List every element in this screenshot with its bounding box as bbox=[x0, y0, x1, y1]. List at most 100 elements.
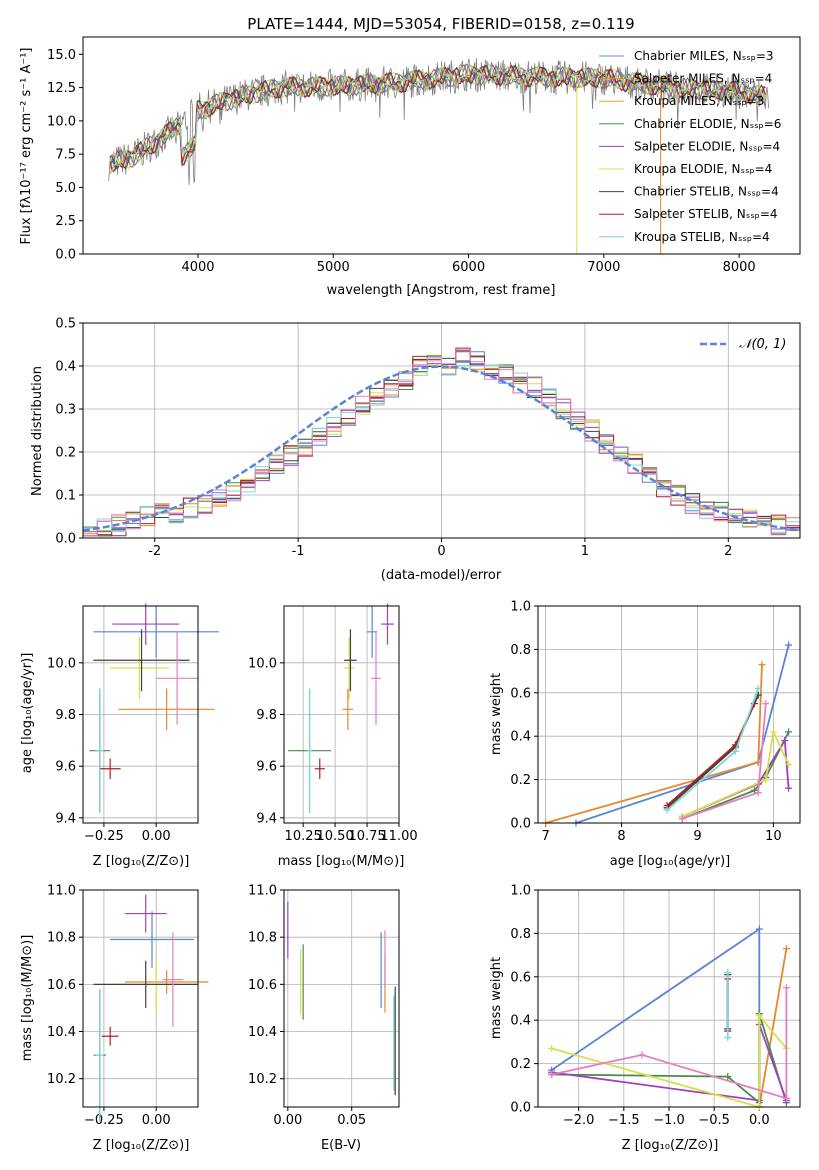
massweight-vs-metallicity-panel: −2.0 −1.5 −1.0 −0.5 0.0 0.0 0.2 0.4 0.6 0.8 1.0 bbox=[510, 884, 801, 1128]
y-tick-label: 15.0 bbox=[47, 48, 76, 63]
mass-weight-marker bbox=[785, 760, 793, 768]
x-tick-label: −0.25 bbox=[84, 1113, 124, 1128]
x-tick-label: 6000 bbox=[452, 260, 485, 275]
histogram-step-line bbox=[82, 349, 800, 538]
histogram-legend: 𝒩(0, 1) bbox=[700, 337, 786, 352]
y-tick-label: 0.8 bbox=[510, 927, 531, 942]
spectrum-title: PLATE=1444, MJD=53054, FIBERID=0158, z=0… bbox=[247, 15, 634, 33]
axes-frame bbox=[82, 322, 801, 539]
y-tick-label: 10.8 bbox=[248, 931, 277, 946]
y-tick-label: 10.0 bbox=[248, 656, 277, 671]
x-tick-label: 7 bbox=[541, 829, 549, 844]
gaussian-curve bbox=[82, 365, 801, 532]
histogram-plot-area: -2 -1 0 1 2 0.0 0.1 0.2 0.3 0.4 0.5 bbox=[55, 317, 801, 559]
legend-label: Kroupa STELIB, Nₛₛₚ=4 bbox=[634, 230, 770, 244]
y-tick-label: 0.6 bbox=[510, 686, 531, 701]
mass-weight-marker bbox=[638, 1051, 646, 1059]
y-tick-label: 7.5 bbox=[55, 148, 76, 163]
y-tick-label: 1.0 bbox=[510, 884, 531, 899]
mass-weight-marker bbox=[548, 1044, 556, 1052]
legend-label: Kroupa ELODIE, Nₛₛₚ=4 bbox=[634, 162, 772, 176]
age-vs-metallicity-ylabel: age [log₁₀(age/yr)] bbox=[20, 653, 35, 774]
massweight-vs-metallicity-ylabel: mass weight bbox=[489, 957, 504, 1039]
x-tick-label: -1 bbox=[292, 544, 305, 559]
y-tick-label: 0.2 bbox=[510, 1057, 531, 1072]
mass-weight-marker bbox=[724, 968, 732, 976]
x-tick-label: 0.00 bbox=[142, 1113, 171, 1128]
axes-frame bbox=[82, 889, 199, 1108]
y-tick-label: 0.4 bbox=[55, 360, 76, 375]
mass-weight-marker bbox=[755, 925, 763, 933]
mass-weight-marker bbox=[782, 945, 790, 953]
model-spectrum-line bbox=[109, 65, 766, 174]
mass-weight-marker bbox=[782, 984, 790, 992]
mass-weight-marker bbox=[755, 1012, 763, 1020]
histogram-ylabel: Normed distribution bbox=[30, 366, 45, 496]
y-tick-label: 2.5 bbox=[55, 214, 76, 229]
x-tick-label: 0.0 bbox=[749, 1113, 770, 1128]
y-tick-label: 0.6 bbox=[510, 970, 531, 985]
y-tick-label: 11.0 bbox=[47, 884, 76, 899]
x-tick-label: 8000 bbox=[723, 260, 756, 275]
x-tick-label: 11.00 bbox=[380, 829, 417, 844]
y-tick-label: 9.4 bbox=[55, 811, 76, 826]
axes-frame bbox=[283, 605, 400, 824]
mass-weight-line bbox=[666, 688, 760, 811]
legend-label: Salpeter ELODIE, Nₛₛₚ=4 bbox=[634, 139, 780, 153]
x-tick-label: 0 bbox=[437, 544, 445, 559]
y-tick-label: 0.2 bbox=[510, 773, 531, 788]
y-tick-label: 0.0 bbox=[510, 817, 531, 832]
x-tick-label: 10.25 bbox=[285, 829, 322, 844]
y-tick-label: 5.0 bbox=[55, 181, 76, 196]
y-tick-label: 11.0 bbox=[248, 884, 277, 899]
y-tick-label: 10.0 bbox=[47, 656, 76, 671]
y-tick-label: 10.4 bbox=[248, 1025, 277, 1040]
mass-vs-ebv-panel: 0.00 0.05 10.2 10.4 10.6 10.8 11.0 bbox=[248, 884, 400, 1128]
x-tick-label: 2 bbox=[724, 544, 732, 559]
x-tick-label: −1.5 bbox=[608, 1113, 640, 1128]
age-vs-metallicity-panel: −0.25 0.00 9.4 9.6 9.8 10.0 bbox=[47, 603, 219, 844]
mass-weight-marker bbox=[762, 776, 770, 784]
mass-vs-metallicity-ylabel: mass [log₁₀(M/M⊙)] bbox=[20, 935, 35, 1062]
y-tick-label: 10.6 bbox=[47, 978, 76, 993]
mass-weight-marker bbox=[754, 684, 762, 692]
age-vs-metallicity-xlabel: Z [log₁₀(Z/Z⊙)] bbox=[93, 854, 190, 869]
x-tick-label: -2 bbox=[148, 544, 161, 559]
y-tick-label: 0.8 bbox=[510, 643, 531, 658]
mass-weight-line bbox=[545, 664, 763, 824]
x-tick-label: 4000 bbox=[181, 260, 214, 275]
spectrum-plot-area: 4000 5000 6000 7000 8000 0.0 2.5 5.0 7.5 10.0 12.5… bbox=[47, 36, 801, 275]
y-tick-label: 9.6 bbox=[256, 760, 277, 775]
axes-frame bbox=[283, 889, 400, 1108]
mass-weight-marker bbox=[769, 728, 777, 736]
mass-weight-marker bbox=[785, 641, 793, 649]
y-tick-label: 0.0 bbox=[55, 532, 76, 547]
massweight-vs-age-panel: 7 8 9 10 0.0 0.2 0.4 0.6 0.8 1.0 bbox=[510, 600, 801, 844]
x-tick-label: 10.75 bbox=[348, 829, 385, 844]
mass-weight-marker bbox=[754, 789, 762, 797]
y-tick-label: 12.5 bbox=[47, 81, 76, 96]
x-tick-label: 10.50 bbox=[317, 829, 354, 844]
spectrum-lines bbox=[108, 57, 769, 254]
mass-weight-line bbox=[666, 694, 760, 809]
y-tick-label: 0.4 bbox=[510, 1014, 531, 1029]
mass-weight-marker bbox=[781, 737, 789, 745]
y-tick-label: 0.4 bbox=[510, 730, 531, 745]
y-tick-label: 9.6 bbox=[55, 760, 76, 775]
y-tick-label: 0.0 bbox=[55, 248, 76, 263]
axes-frame bbox=[537, 605, 801, 824]
x-tick-label: 7000 bbox=[587, 260, 620, 275]
legend-label: Chabrier STELIB, Nₛₛₚ=4 bbox=[634, 185, 779, 199]
x-tick-label: −1.0 bbox=[653, 1113, 685, 1128]
x-tick-label: 10 bbox=[765, 829, 782, 844]
mass-weight-marker bbox=[731, 747, 739, 755]
x-tick-label: −0.5 bbox=[698, 1113, 730, 1128]
mass-vs-metallicity-xlabel: Z [log₁₀(Z/Z⊙)] bbox=[93, 1138, 190, 1153]
age-vs-mass-xlabel: mass [log₁₀(M/M⊙)] bbox=[278, 854, 405, 869]
mass-weight-line bbox=[681, 728, 790, 818]
mass-weight-marker bbox=[724, 1073, 732, 1081]
x-tick-label: 8 bbox=[617, 829, 625, 844]
mass-vs-ebv-xlabel: E(B-V) bbox=[321, 1138, 361, 1153]
y-tick-label: 0.3 bbox=[55, 403, 76, 418]
